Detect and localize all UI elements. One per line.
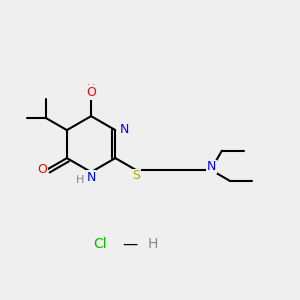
- Text: O: O: [86, 86, 96, 99]
- Text: O: O: [38, 163, 47, 176]
- Text: N: N: [119, 123, 129, 136]
- Text: H: H: [87, 84, 95, 94]
- Text: N: N: [207, 160, 216, 173]
- Text: —: —: [122, 237, 137, 252]
- Text: S: S: [132, 169, 140, 182]
- Text: Cl: Cl: [93, 237, 107, 251]
- Text: H: H: [148, 237, 158, 251]
- Text: H: H: [76, 175, 85, 185]
- Text: N: N: [86, 171, 96, 184]
